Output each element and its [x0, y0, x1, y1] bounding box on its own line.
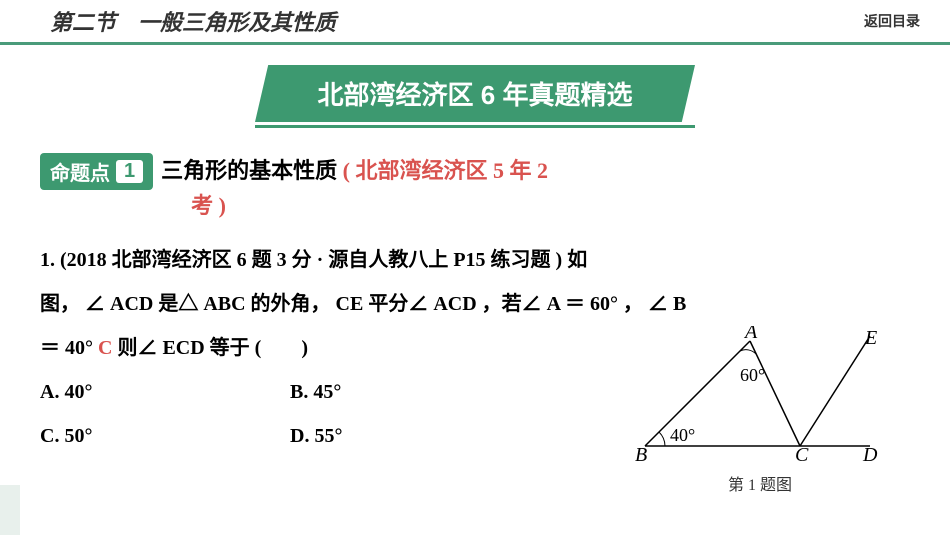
line-ac — [750, 341, 800, 446]
banner-underline — [255, 125, 695, 128]
option-b: B. 45° — [290, 370, 540, 414]
topic-badge-label: 命题点 — [50, 157, 110, 186]
question-line3-pre: ＝ 40° — [40, 337, 98, 359]
question-line-2: 图， ∠ ACD 是△ ABC 的外角， CE 平分∠ ACD ，若∠ A ＝ … — [40, 282, 910, 326]
label-d: D — [862, 444, 878, 461]
arc-angle-a — [740, 350, 756, 354]
topic-title: 三角形的基本性质 ( 北部湾经济区 5 年 2 考 ) — [161, 153, 548, 223]
arc-angle-b — [659, 432, 665, 446]
label-b: B — [635, 444, 647, 461]
left-decoration-bar — [0, 485, 20, 535]
triangle-diagram-svg: A B C D E 60° 40° — [635, 326, 885, 461]
line-ce — [800, 336, 870, 446]
question-line3-post: 则∠ ECD 等于 ( ) — [112, 337, 308, 359]
banner-text: 北部湾经济区 6 年真题精选 — [255, 65, 695, 122]
topic-row: 命题点 1 三角形的基本性质 ( 北部湾经济区 5 年 2 考 ) — [0, 153, 950, 223]
question-line-1: 1. (2018 北部湾经济区 6 题 3 分 · 源自人教八上 P15 练习题… — [40, 238, 910, 282]
answer-mark: C — [98, 337, 112, 359]
topic-title-main: 三角形的基本性质 — [161, 158, 337, 183]
line-ba — [645, 341, 750, 446]
option-d: D. 55° — [290, 414, 540, 458]
topic-title-sub2: 考 ) — [191, 188, 548, 223]
topic-badge-num: 1 — [116, 160, 143, 183]
topic-badge: 命题点 1 — [40, 153, 153, 190]
option-c: C. 50° — [40, 414, 290, 458]
label-e: E — [864, 327, 877, 349]
options: A. 40° B. 45° C. 50° D. 55° — [40, 370, 540, 458]
label-angle-60: 60° — [740, 365, 765, 385]
topic-title-sub: ( 北部湾经济区 5 年 2 — [337, 158, 548, 183]
label-a: A — [743, 326, 758, 343]
return-link[interactable]: 返回目录 — [864, 11, 920, 31]
banner: 北部湾经济区 6 年真题精选 — [255, 65, 695, 128]
option-a: A. 40° — [40, 370, 290, 414]
section-title: 第二节 一般三角形及其性质 — [50, 5, 336, 37]
diagram-caption: 第 1 题图 — [630, 471, 890, 495]
header: 第二节 一般三角形及其性质 返回目录 — [0, 0, 950, 45]
diagram: A B C D E 60° 40° 第 1 题图 — [630, 326, 890, 495]
label-angle-40: 40° — [670, 425, 695, 445]
label-c: C — [795, 444, 809, 461]
